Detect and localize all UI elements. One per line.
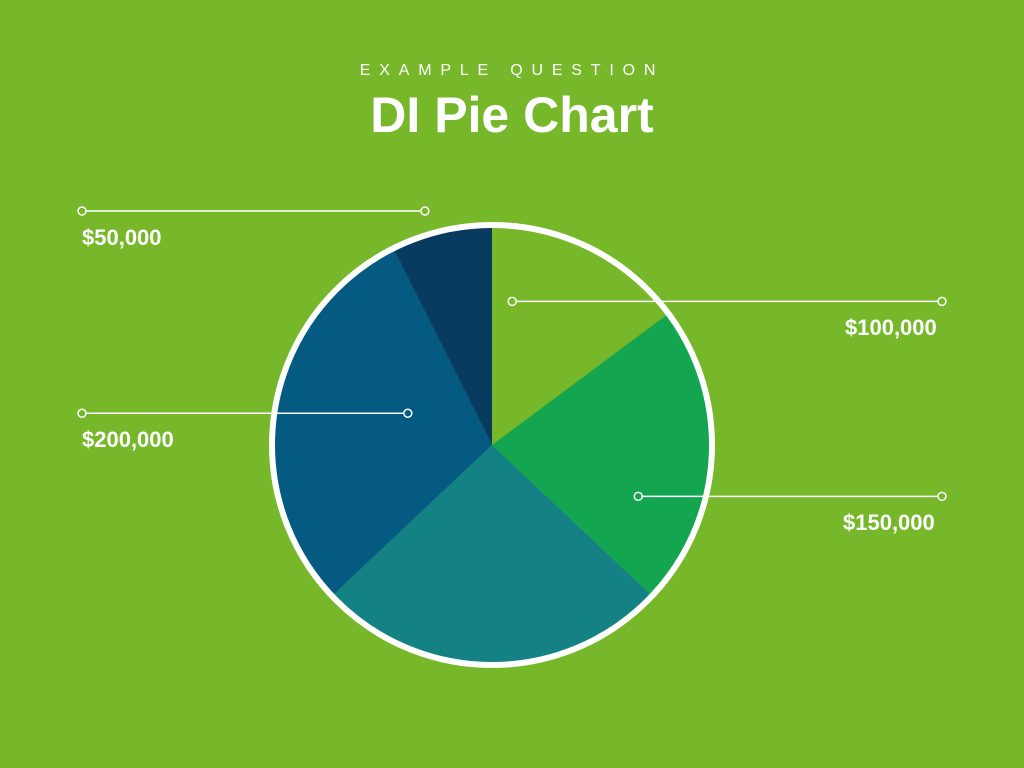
- callout-dot: [938, 297, 946, 305]
- pie-chart: [266, 219, 718, 671]
- callout-label-slice-1: $100,000: [845, 315, 937, 341]
- callout-label-slice-5: $50,000: [82, 225, 162, 251]
- callout-dot: [421, 207, 429, 215]
- chart-title: DI Pie Chart: [0, 86, 1024, 144]
- callout-dot: [938, 492, 946, 500]
- callout-label-slice-2: $150,000: [843, 510, 935, 536]
- callout-dot: [78, 207, 86, 215]
- callout-label-slice-4: $200,000: [82, 427, 174, 453]
- subtitle: EXAMPLE QUESTION: [0, 62, 1024, 80]
- callout-dot: [78, 409, 86, 417]
- canvas: EXAMPLE QUESTION DI Pie Chart $100,000 $1…: [0, 0, 1024, 768]
